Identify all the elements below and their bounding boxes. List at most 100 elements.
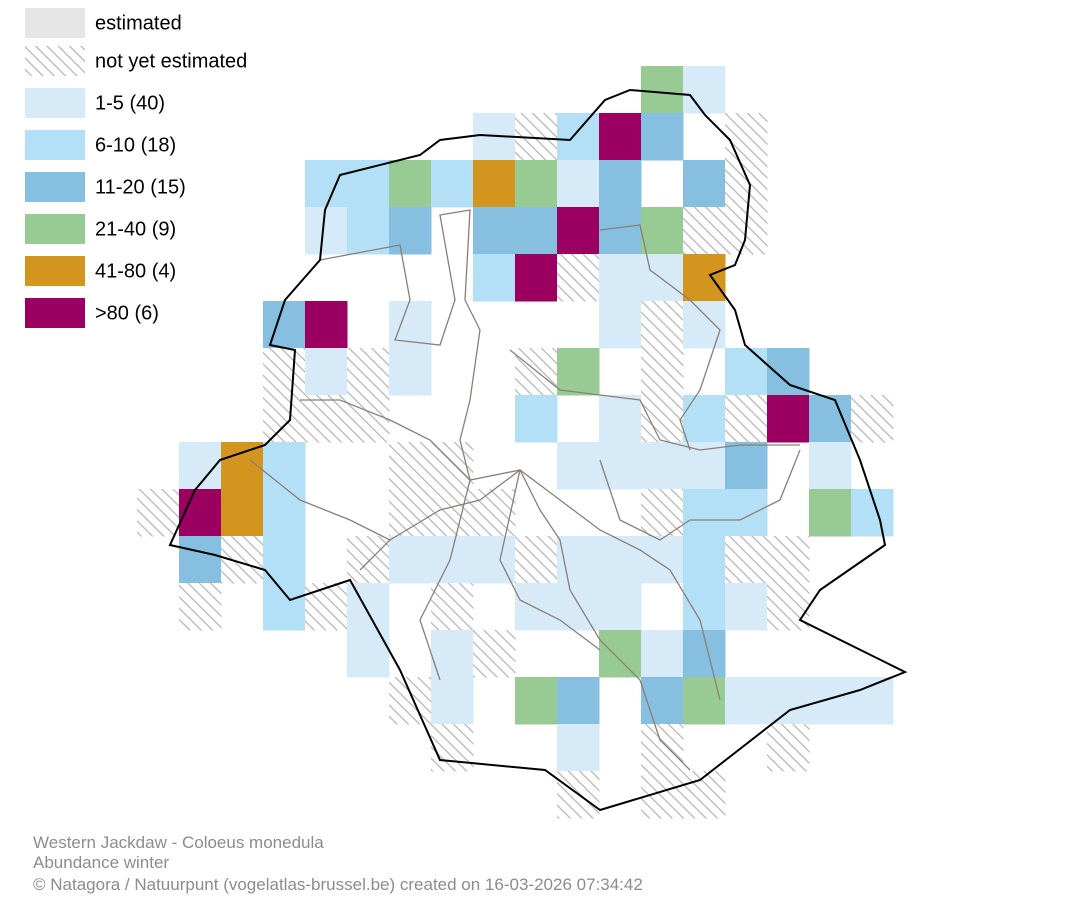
legend-label: 6-10 (18) [95,134,176,156]
grid-cell [725,536,768,584]
grid-cell [473,254,516,302]
grid-cell [683,395,726,443]
grid-cell [179,489,222,537]
grid-cell [725,583,768,631]
legend-label: 1-5 (40) [95,92,165,114]
legend-label: estimated [95,12,182,34]
grid-cell [725,395,768,443]
grid-cell [515,254,558,302]
grid-cell [389,677,432,725]
grid-cell [809,442,852,490]
grid-cell [641,442,684,490]
grid-cell [515,677,558,725]
grid-cell [683,66,726,114]
grid-cell [347,536,390,584]
grid-cell [389,207,432,255]
legend-swatch [25,88,85,118]
grid-cell [683,489,726,537]
grid-cell [599,630,642,678]
grid-cell [515,536,558,584]
grid-cell [683,207,726,255]
grid-cell [431,442,474,490]
grid-cell [599,160,642,208]
grid-cell [641,113,684,161]
legend-swatch [25,46,85,76]
grid-cell [557,113,600,161]
grid-cell [557,724,600,772]
legend-label: 11-20 (15) [95,176,186,198]
legend-swatch [25,172,85,202]
grid-cell [641,630,684,678]
grid-cell [515,583,558,631]
grid-cell [557,160,600,208]
grid-cell [599,301,642,349]
grid-cell [641,301,684,349]
legend-swatch [25,256,85,286]
grid-cell [179,536,222,584]
grid-cell [179,583,222,631]
grid-cell [347,348,390,396]
grid-cell [641,395,684,443]
grid-cell [263,489,306,537]
grid-cell [809,489,852,537]
grid-cell [557,254,600,302]
grid-cell [515,395,558,443]
grid-cell [725,348,768,396]
grid-cell [641,66,684,114]
grid-cell [641,348,684,396]
grid-cell [767,677,810,725]
legend-swatch [25,298,85,328]
grid-cell [557,583,600,631]
district-borders [249,209,801,771]
grid-cell [389,160,432,208]
grid-cell [725,113,768,161]
grid-cell [431,160,474,208]
legend-label: 21-40 (9) [95,218,176,240]
grid-cell [347,395,390,443]
grid-cell [767,583,810,631]
grid-cell [725,442,768,490]
grid-cell [305,583,348,631]
grid-cell [557,348,600,396]
grid-cell [683,677,726,725]
grid-cell [851,395,894,443]
grid-cell [389,536,432,584]
grid-cell [767,536,810,584]
grid-cell [725,489,768,537]
grid-cell [305,348,348,396]
legend: estimated not yet estimated 1-5 (40) 6-10 (… [25,8,247,328]
grid-cell [473,489,516,537]
grid-cell [389,442,432,490]
grid-cell [809,395,852,443]
grid-cell [683,536,726,584]
grid-cell [515,160,558,208]
grid-cell [767,395,810,443]
grid-cell [431,489,474,537]
grid-cell [641,724,684,772]
grid-cell [263,442,306,490]
grid-cell [767,724,810,772]
grid-cell [599,207,642,255]
grid-cells [137,66,894,819]
grid-cell [431,724,474,772]
species-name: Western Jackdaw - Coloeus monedula [33,833,324,852]
legend-swatch [25,214,85,244]
grid-cell [683,160,726,208]
grid-cell [137,489,180,537]
grid-cell [389,489,432,537]
grid-cell [683,583,726,631]
grid-cell [641,489,684,537]
grid-cell [263,348,306,396]
grid-cell [599,442,642,490]
region-boundary [168,88,908,812]
grid-cell [641,207,684,255]
grid-cell [809,677,852,725]
grid-cell [515,207,558,255]
credit: © Natagora / Natuurpunt (vogelatlas-brus… [33,875,643,894]
grid-cell [599,113,642,161]
grid-cell [683,301,726,349]
grid-cell [263,301,306,349]
grid-cell [431,536,474,584]
legend-label: 41-80 (4) [95,260,176,282]
